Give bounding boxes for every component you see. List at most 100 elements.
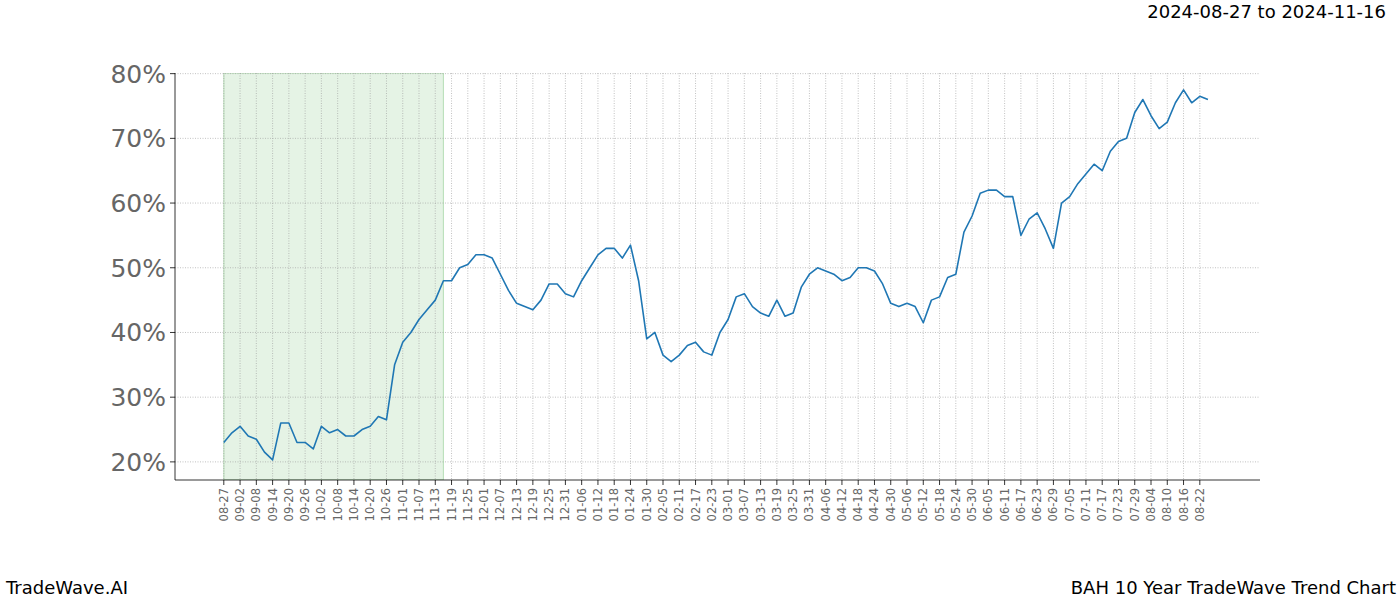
grid-line	[1069, 73, 1070, 480]
x-tick-label: 07-05	[1063, 488, 1077, 521]
x-tick-label: 08-10	[1160, 488, 1174, 521]
tick-mark	[581, 480, 582, 485]
grid-line	[663, 73, 664, 480]
x-tick-label: 12-31	[558, 488, 572, 521]
grid-line	[175, 461, 1260, 462]
tick-mark	[744, 480, 745, 485]
tick-mark	[170, 138, 175, 139]
title: BAH 10 Year TradeWave Trend Chart	[1071, 577, 1396, 598]
tick-mark	[1004, 480, 1005, 485]
x-tick-label: 11-19	[445, 488, 459, 521]
tick-mark	[679, 480, 680, 485]
x-tick-label: 01-30	[640, 488, 654, 521]
x-tick-label: 05-12	[916, 488, 930, 521]
grid-line	[793, 73, 794, 480]
grid-line	[744, 73, 745, 480]
tick-mark	[370, 480, 371, 485]
grid-line	[467, 73, 468, 480]
x-tick-label: 06-11	[998, 488, 1012, 521]
x-axis	[175, 480, 1260, 481]
grid-line	[695, 73, 696, 480]
x-tick-label: 10-02	[314, 488, 328, 521]
tick-mark	[711, 480, 712, 485]
x-tick-label: 01-12	[591, 488, 605, 521]
tick-mark	[170, 267, 175, 268]
x-tick-label: 11-13	[428, 488, 442, 521]
x-tick-label: 08-22	[1193, 488, 1207, 521]
tick-mark	[809, 480, 810, 485]
tick-mark	[170, 203, 175, 204]
y-tick-label: 30%	[110, 383, 166, 412]
grid-line	[353, 73, 354, 480]
grid-line	[272, 73, 273, 480]
grid-line	[516, 73, 517, 480]
grid-line	[1134, 73, 1135, 480]
grid-line	[581, 73, 582, 480]
x-tick-label: 09-02	[233, 488, 247, 521]
y-axis	[175, 73, 176, 480]
tick-mark	[825, 480, 826, 485]
grid-line	[646, 73, 647, 480]
tick-mark	[630, 480, 631, 485]
grid-line	[337, 73, 338, 480]
x-tick-label: 03-13	[754, 488, 768, 521]
tick-mark	[728, 480, 729, 485]
tick-mark	[272, 480, 273, 485]
tick-mark	[1183, 480, 1184, 485]
x-tick-label: 09-20	[282, 488, 296, 521]
y-tick-label: 40%	[110, 318, 166, 347]
tick-mark	[1085, 480, 1086, 485]
highlight-span	[224, 73, 444, 480]
tick-mark	[467, 480, 468, 485]
grid-line	[760, 73, 761, 480]
trend-line	[224, 90, 1208, 460]
tick-mark	[419, 480, 420, 485]
y-tick-label: 20%	[110, 448, 166, 477]
tick-mark	[1134, 480, 1135, 485]
x-tick-label: 08-27	[217, 488, 231, 521]
x-tick-label: 06-05	[981, 488, 995, 521]
grid-line	[1020, 73, 1021, 480]
grid-line	[1183, 73, 1184, 480]
tick-mark	[663, 480, 664, 485]
grid-line	[890, 73, 891, 480]
x-tick-label: 05-06	[900, 488, 914, 521]
x-tick-label: 04-24	[867, 488, 881, 521]
x-tick-label: 07-17	[1095, 488, 1109, 521]
tick-mark	[1102, 480, 1103, 485]
x-tick-label: 12-13	[510, 488, 524, 521]
tick-mark	[955, 480, 956, 485]
y-tick-label: 70%	[110, 124, 166, 153]
tick-mark	[776, 480, 777, 485]
x-tick-label: 09-26	[298, 488, 312, 521]
tick-mark	[841, 480, 842, 485]
x-tick-label: 03-07	[737, 488, 751, 521]
tick-mark	[500, 480, 501, 485]
tick-mark	[532, 480, 533, 485]
x-tick-label: 01-24	[623, 488, 637, 521]
x-tick-label: 08-04	[1144, 488, 1158, 521]
grid-line	[175, 397, 1260, 398]
x-tick-label: 03-31	[802, 488, 816, 521]
tick-mark	[1037, 480, 1038, 485]
x-tick-label: 06-23	[1030, 488, 1044, 521]
tick-mark	[305, 480, 306, 485]
tick-mark	[1069, 480, 1070, 485]
tick-mark	[1167, 480, 1168, 485]
x-tick-label: 09-08	[249, 488, 263, 521]
tick-mark	[353, 480, 354, 485]
grid-line	[1151, 73, 1152, 480]
tick-mark	[760, 480, 761, 485]
x-tick-label: 07-23	[1111, 488, 1125, 521]
tick-mark	[240, 480, 241, 485]
grid-line	[728, 73, 729, 480]
grid-line	[776, 73, 777, 480]
grid-line	[288, 73, 289, 480]
tick-mark	[170, 461, 175, 462]
tick-mark	[451, 480, 452, 485]
tick-mark	[972, 480, 973, 485]
grid-line	[451, 73, 452, 480]
x-tick-label: 11-01	[396, 488, 410, 521]
x-tick-label: 12-25	[542, 488, 556, 521]
grid-line	[1085, 73, 1086, 480]
